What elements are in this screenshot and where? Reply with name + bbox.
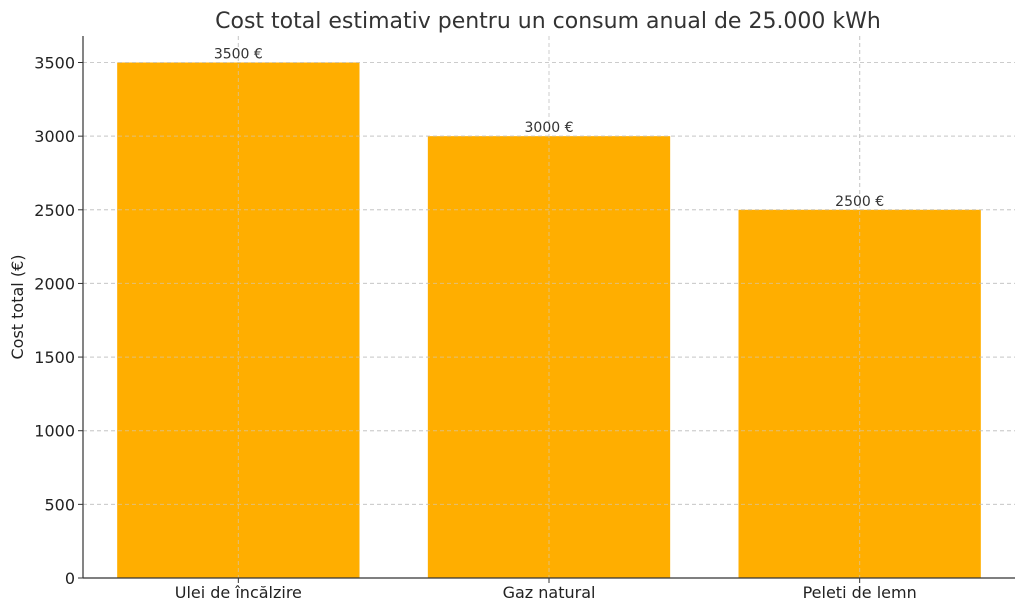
y-tick-label: 2000 — [34, 274, 75, 293]
data-label: 3000 € — [525, 120, 574, 136]
y-ticks: 0 500 1000 1500 2000 2500 3000 3500 — [34, 54, 83, 588]
y-tick-label: 3000 — [34, 127, 75, 146]
y-tick-label: 2500 — [34, 201, 75, 220]
data-label: 2500 € — [835, 194, 884, 210]
x-tick-label: Ulei de încălzire — [175, 583, 302, 602]
y-tick-label: 1500 — [34, 348, 75, 367]
data-label: 3500 € — [214, 47, 263, 63]
y-axis-label: Cost total (€) — [8, 255, 27, 360]
x-tick-label: Gaz natural — [503, 583, 596, 602]
y-tick-label: 500 — [44, 495, 75, 514]
data-labels: 3500 € 3000 € 2500 € — [214, 47, 884, 210]
x-ticks: Ulei de încălzire Gaz natural Peleti de le… — [175, 578, 917, 602]
y-tick-label: 3500 — [34, 54, 75, 73]
chart-title: Cost total estimativ pentru un consum an… — [215, 9, 881, 34]
bars — [83, 36, 1015, 579]
y-tick-label: 1000 — [34, 422, 75, 441]
y-tick-label: 0 — [65, 569, 75, 588]
x-tick-label: Peleti de lemn — [803, 583, 917, 602]
